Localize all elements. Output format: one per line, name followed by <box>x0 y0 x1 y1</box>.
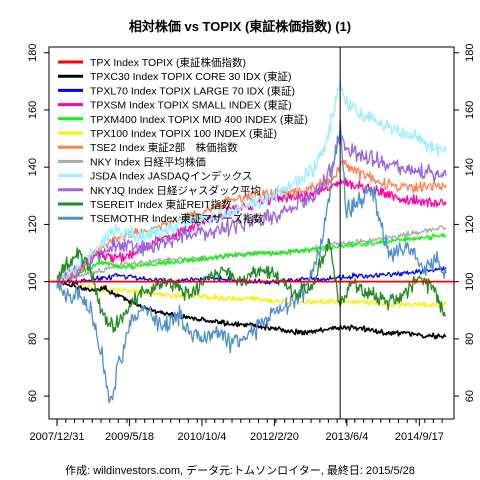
legend-item: TPXL70 Index TOPIX LARGE 70 IDX (東証) <box>58 84 295 97</box>
y-tick-label-right: 80 <box>464 333 476 345</box>
plot-frame <box>48 46 455 420</box>
x-tick-label: 2010/10/4 <box>177 431 226 443</box>
legend-label: TPX100 Index TOPIX 100 INDEX (東証) <box>90 127 277 140</box>
legend-label: TPX Index TOPIX (東証株価指数) <box>90 56 246 69</box>
series-line-1 <box>56 279 447 340</box>
series-line-5 <box>56 279 447 309</box>
legend-item: TSE2 Index 東証2部 株価指数 <box>58 141 238 154</box>
chart-caption: 作成: wildinvestors.com, データ元:トムソンロイター, 最終… <box>65 463 415 477</box>
series-line-4 <box>56 233 447 284</box>
legend-item: TPX Index TOPIX (東証株価指数) <box>58 56 246 69</box>
axis-layer: 60 60 80 80 100 100 120 120 140 140 160 160 180 180 20… <box>27 44 476 443</box>
y-tick-label-right: 180 <box>464 44 476 62</box>
chart-title: 相対株価 vs TOPIX (東証株価指数) (1) <box>129 19 351 34</box>
legend-item: TPX100 Index TOPIX 100 INDEX (東証) <box>58 127 277 140</box>
series-layer <box>56 79 447 404</box>
legend-item: NKY Index 日経平均株価 <box>58 155 206 168</box>
legend-label: TSE2 Index 東証2部 株価指数 <box>90 141 238 154</box>
series-line-8 <box>56 79 447 289</box>
legend-item: TSEREIT Index 東証REIT指数 <box>58 198 232 211</box>
legend-label: NKY Index 日経平均株価 <box>90 155 206 168</box>
legend-label: NKYJQ Index 日経ジャスダック平均 <box>90 184 261 197</box>
x-tick-label: 2012/2/20 <box>250 431 299 443</box>
legend: TPX Index TOPIX (東証株価指数)TPXC30 Index TOP… <box>58 56 308 225</box>
legend-label: TPXSM Index TOPIX SMALL INDEX (東証) <box>90 99 292 112</box>
legend-label: TSEMOTHR Index 東証マザーズ指数 <box>90 212 264 225</box>
x-tick-label: 2014/9/17 <box>395 431 444 443</box>
legend-item: NKYJQ Index 日経ジャスダック平均 <box>58 184 261 197</box>
series-line-11 <box>56 119 447 404</box>
series-line-9 <box>56 135 447 286</box>
y-tick-label-right: 140 <box>464 158 476 176</box>
y-tick-label-right: 100 <box>464 272 476 290</box>
y-tick-label-right: 120 <box>464 215 476 233</box>
y-tick-label-left: 140 <box>27 158 39 176</box>
series-line-10 <box>56 238 447 333</box>
legend-item: TPXSM Index TOPIX SMALL INDEX (東証) <box>58 99 292 112</box>
legend-label: TSEREIT Index 東証REIT指数 <box>90 198 232 211</box>
legend-label: TPXL70 Index TOPIX LARGE 70 IDX (東証) <box>90 84 295 97</box>
x-tick-label: 2007/12/31 <box>29 431 84 443</box>
legend-label: JSDA Index JASDAQインデックス <box>90 170 252 183</box>
y-tick-label-right: 160 <box>464 101 476 119</box>
series-line-3 <box>56 177 447 284</box>
legend-item: TPXC30 Index TOPIX CORE 30 IDX (東証) <box>58 70 292 83</box>
y-tick-label-right: 60 <box>464 390 476 402</box>
x-tick-label: 2013/6/4 <box>326 431 369 443</box>
x-tick-label: 2009/5/18 <box>105 431 154 443</box>
reference-layer <box>49 47 454 419</box>
legend-item: TPXM400 Index TOPIX MID 400 INDEX (東証) <box>58 113 308 126</box>
y-tick-label-left: 60 <box>27 390 39 402</box>
y-tick-label-left: 80 <box>27 333 39 345</box>
y-tick-label-left: 120 <box>27 215 39 233</box>
y-tick-label-left: 160 <box>27 101 39 119</box>
legend-label: TPXC30 Index TOPIX CORE 30 IDX (東証) <box>90 70 292 83</box>
legend-item: TSEMOTHR Index 東証マザーズ指数 <box>58 212 264 225</box>
legend-item: JSDA Index JASDAQインデックス <box>58 170 252 183</box>
y-tick-label-left: 100 <box>27 272 39 290</box>
legend-label: TPXM400 Index TOPIX MID 400 INDEX (東証) <box>90 113 308 126</box>
y-tick-label-left: 180 <box>27 44 39 62</box>
